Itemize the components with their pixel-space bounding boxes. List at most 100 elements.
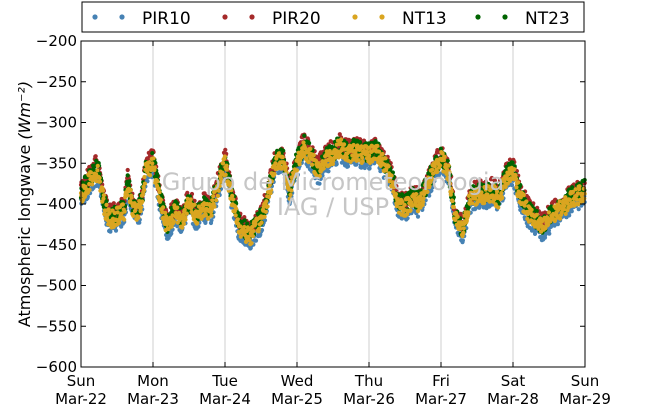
data-point xyxy=(562,203,567,208)
data-point xyxy=(281,148,286,153)
legend-marker xyxy=(249,14,255,20)
y-axis-title: Atmospheric longwave (Wm⁻²) xyxy=(15,81,34,327)
data-point xyxy=(95,168,100,173)
legend-entry-3: NT23 xyxy=(475,9,570,29)
data-point xyxy=(183,217,188,222)
data-point xyxy=(466,205,471,210)
data-point xyxy=(512,167,517,172)
data-point xyxy=(415,214,421,219)
data-point xyxy=(461,230,466,235)
data-point xyxy=(421,196,426,201)
y-axis-title-unit: (Wm⁻²) xyxy=(15,81,34,140)
data-points xyxy=(78,132,587,251)
y-tick-label: −500 xyxy=(36,277,77,295)
x-tick-label-date: Mar-22 xyxy=(55,390,107,408)
data-point xyxy=(307,141,312,146)
data-point xyxy=(184,211,189,216)
data-point xyxy=(373,139,378,144)
data-point xyxy=(466,210,471,215)
data-point xyxy=(152,165,157,170)
data-point xyxy=(532,231,538,236)
x-tick-label-date: Mar-27 xyxy=(415,390,467,408)
data-point xyxy=(521,193,526,198)
data-point xyxy=(97,179,103,184)
data-point xyxy=(100,188,106,193)
data-point xyxy=(558,216,563,221)
data-point xyxy=(317,181,322,186)
data-point xyxy=(367,166,372,171)
data-point xyxy=(136,215,141,220)
data-point xyxy=(251,229,256,234)
data-point xyxy=(354,162,359,167)
data-point xyxy=(155,179,160,184)
x-tick-label-day: Fri xyxy=(432,372,450,390)
data-point xyxy=(125,173,130,178)
data-point xyxy=(265,204,270,209)
data-point xyxy=(342,142,347,147)
legend-marker xyxy=(352,14,358,20)
data-point xyxy=(513,176,519,181)
data-point xyxy=(567,213,572,218)
legend-marker xyxy=(379,14,385,20)
data-point xyxy=(477,205,482,210)
data-point xyxy=(514,185,519,190)
legend-label: NT13 xyxy=(402,9,447,29)
data-point xyxy=(95,163,100,168)
data-point xyxy=(142,174,147,180)
data-point xyxy=(119,224,124,229)
data-point xyxy=(414,185,419,190)
data-point xyxy=(402,202,407,207)
data-point xyxy=(408,208,413,213)
legend-entry-1: PIR20 xyxy=(222,9,321,29)
data-point xyxy=(280,155,285,160)
data-point xyxy=(442,154,447,160)
data-point xyxy=(524,199,529,204)
data-point xyxy=(264,199,269,204)
x-tick-label-date: Mar-23 xyxy=(127,390,179,408)
legend: PIR10 PIR20 NT13 NT23 xyxy=(81,1,585,33)
watermark-line-1: Grupo de Micrometeorologia xyxy=(162,168,504,196)
legend-marker xyxy=(502,14,508,20)
data-point xyxy=(235,217,240,222)
data-point xyxy=(492,178,497,183)
legend-entry-0: PIR10 xyxy=(92,9,191,29)
data-point xyxy=(131,213,136,218)
data-point xyxy=(249,241,254,246)
data-point xyxy=(576,207,581,212)
legend-label: PIR20 xyxy=(272,9,321,29)
data-point xyxy=(128,188,133,193)
x-tick-label-date: Mar-24 xyxy=(199,390,251,408)
watermark-line-2: IAG / USP xyxy=(277,193,389,221)
data-point xyxy=(306,160,311,165)
data-point xyxy=(127,179,132,184)
data-point xyxy=(188,197,193,202)
data-point xyxy=(534,212,539,217)
data-point xyxy=(383,156,388,161)
data-point xyxy=(113,228,119,233)
data-point xyxy=(305,164,310,169)
data-point xyxy=(500,195,505,201)
data-point xyxy=(125,193,130,198)
x-tick-label-day: Sun xyxy=(571,372,600,390)
data-point xyxy=(535,205,540,210)
data-point xyxy=(163,210,168,215)
x-tick-label-date: Mar-28 xyxy=(487,390,539,408)
data-point xyxy=(142,188,147,193)
data-point xyxy=(450,198,455,204)
data-point xyxy=(411,187,416,192)
data-point xyxy=(582,196,587,201)
data-point xyxy=(547,231,552,236)
data-point xyxy=(250,234,255,239)
data-point xyxy=(509,183,515,188)
data-point xyxy=(577,184,582,189)
data-point xyxy=(129,195,134,200)
data-point xyxy=(460,238,465,243)
data-point xyxy=(185,190,190,195)
data-point xyxy=(150,161,155,166)
data-point xyxy=(209,213,214,218)
legend-marker xyxy=(475,14,481,20)
data-point xyxy=(311,153,316,158)
x-tick-label-day: Tue xyxy=(211,372,238,390)
data-point xyxy=(210,198,215,203)
data-point xyxy=(158,197,163,202)
